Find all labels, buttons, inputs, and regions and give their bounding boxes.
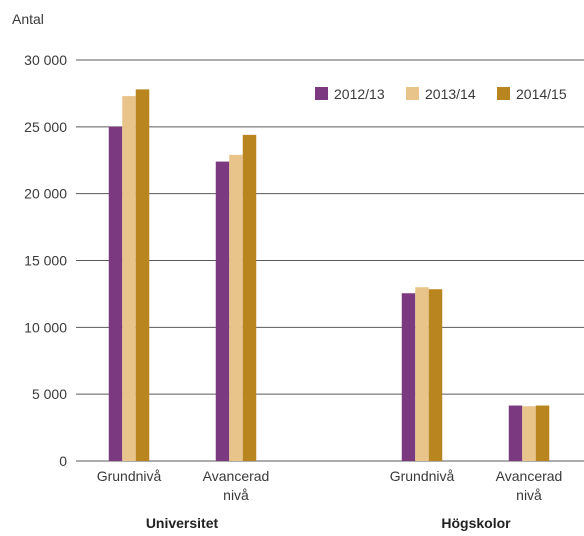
legend-swatch [406, 87, 419, 100]
x-tick-label: nivå [223, 487, 249, 503]
x-tick-label: Grundnivå [390, 468, 455, 484]
bar [415, 287, 429, 461]
x-tick-label: Avancerad [496, 468, 563, 484]
x-tick-label: Avancerad [203, 468, 270, 484]
bar [215, 161, 230, 461]
y-tick-label: 5 000 [32, 386, 67, 402]
bar [229, 154, 243, 462]
bar [401, 293, 416, 461]
x-tick-label: nivå [516, 487, 542, 503]
bar [242, 134, 257, 461]
y-tick-label: 30 000 [24, 52, 67, 68]
legend-label: 2014/15 [516, 86, 567, 102]
group-label: Universitet [146, 515, 219, 531]
legend-swatch [497, 87, 510, 100]
bars [108, 89, 550, 462]
bar [428, 289, 443, 461]
legend-label: 2013/14 [425, 86, 476, 102]
legend: 2012/13 2013/14 2014/15 [315, 86, 567, 102]
bar [122, 96, 136, 461]
y-tick-label: 0 [59, 453, 67, 469]
y-tick-label: 15 000 [24, 253, 67, 269]
bar [135, 89, 150, 461]
x-tick-label: Grundnivå [97, 468, 162, 484]
category-labels: Grundnivå Avancerad nivå Grundnivå Avancerad… [97, 468, 563, 503]
bar [522, 406, 536, 461]
y-tick-labels: 0 5 000 10 000 15 000 20 000 25 000 30 000 [24, 52, 67, 469]
bar [508, 405, 523, 461]
legend-label: 2012/13 [334, 86, 385, 102]
gridlines [76, 59, 584, 462]
bar [108, 126, 123, 461]
y-axis-label: Antal [12, 11, 44, 27]
bar [535, 405, 550, 461]
y-tick-label: 10 000 [24, 319, 67, 335]
group-label: Högskolor [441, 515, 511, 531]
y-tick-label: 20 000 [24, 186, 67, 202]
legend-swatch [315, 87, 328, 100]
y-tick-label: 25 000 [24, 119, 67, 135]
group-labels: Universitet Högskolor [146, 515, 511, 531]
